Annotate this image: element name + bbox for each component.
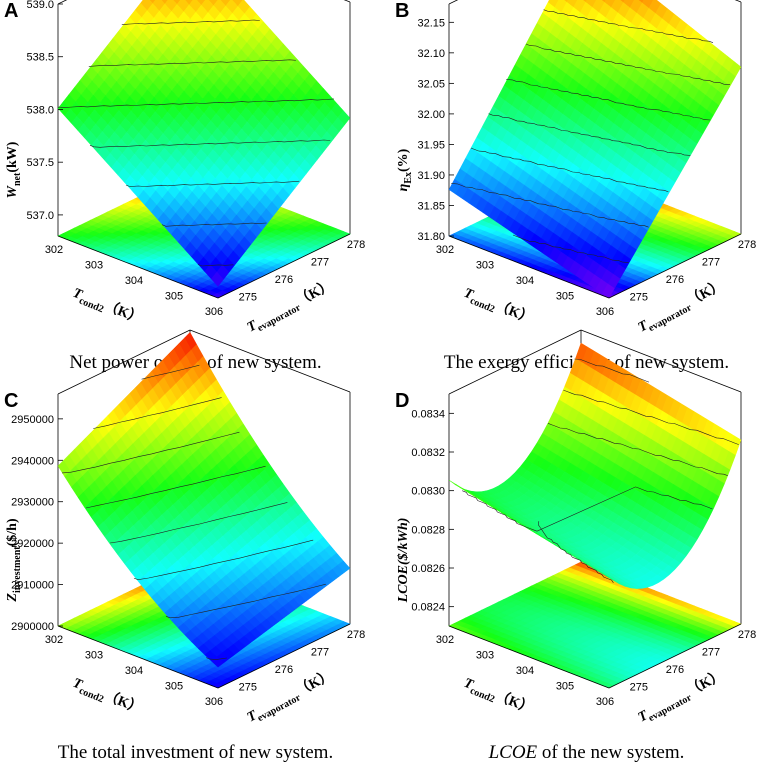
z-tick-label: 0.0832 [411,447,445,459]
z-tick-label: 31.90 [417,170,445,182]
x-tick-label: 306 [596,306,614,318]
x-tick-label: 303 [476,650,494,662]
z-tick-label: 538.5 [26,52,54,64]
y-tick-label: 276 [275,664,293,676]
x-tick-label: 304 [125,665,143,677]
z-tick-label: 2900000 [11,621,54,633]
x-tick-label: 306 [596,696,614,708]
x-tick-label: 306 [205,306,223,318]
y-tick-label: 277 [702,256,720,268]
z-tick-label: 539.0 [26,0,54,11]
y-tick-label: 276 [275,274,293,286]
surface-plot-c: 2950000294000029300002920000291000029000… [0,390,391,780]
y-tick-label: 276 [666,274,684,286]
z-tick-label: 2950000 [11,414,54,426]
z-axis-label: Zinvestment($/h) [5,518,23,603]
y-tick-label: 275 [239,681,257,693]
x-tick-label: 305 [556,681,574,693]
y-tick-label: 278 [738,629,756,641]
z-tick-label: 0.0834 [411,408,445,420]
surface-plot-d: 0.0834 0.0832 0.0830 0.0828 0.0826 0.0824 302 3… [391,390,782,780]
z-axis-label: LCOE($/kWh) [396,518,411,604]
y-axis-label: Tevaporator（K） [635,667,728,728]
x-axis-label: Tcond2（K） [460,285,535,330]
x-tick-label: 302 [45,244,63,256]
z-axis-label: Wnet(kW) [5,141,23,198]
y-tick-label: 278 [738,239,756,251]
y-tick-label: 278 [347,239,365,251]
floor-contour [449,562,741,688]
x-axis-label: Tcond2（K） [69,675,144,720]
z-tick-label: 32.10 [417,48,445,60]
panel-b: B 32.15 32.10 32.05 32.00 31.95 31.90 31.85 31.… [391,0,782,390]
x-tick-label: 304 [125,275,143,287]
y-tick-label: 275 [630,681,648,693]
z-tick-label: 2940000 [11,455,54,467]
x-tick-label: 303 [476,260,494,272]
y-tick-label: 277 [311,646,329,658]
z-tick-label: 0.0828 [411,524,445,536]
x-tick-label: 302 [436,244,454,256]
x-axis-label: Tcond2（K） [69,285,144,330]
panel-a: A 539.0 538.5 538.0 537.5 537.0 302 303 304 305 3… [0,0,391,390]
z-tick-label: 537.5 [26,157,54,169]
y-tick-label: 277 [311,256,329,268]
z-tick-label: 32.05 [417,78,445,90]
x-tick-label: 303 [85,650,103,662]
surface-plot-b: 32.15 32.10 32.05 32.00 31.95 31.90 31.85 31.80… [391,0,782,390]
panel-c: C 2950000 2940000 2930000 2920000 2910000 290… [0,390,391,780]
y-tick-label: 277 [702,646,720,658]
z-tick-label: 537.0 [26,210,54,222]
x-axis-label: Tcond2（K） [460,675,535,720]
z-tick-label: 32.00 [417,109,445,121]
y-tick-label: 276 [666,664,684,676]
z-tick-label: 0.0824 [411,602,445,614]
z-tick-label: 32.15 [417,17,445,29]
x-tick-label: 304 [516,275,534,287]
x-tick-label: 306 [205,696,223,708]
caption: LCOE of the new system. [391,742,782,764]
y-tick-label: 275 [630,291,648,303]
x-tick-label: 305 [556,291,574,303]
x-tick-label: 304 [516,665,534,677]
y-axis-label: Tevaporator（K） [244,667,337,728]
x-tick-label: 302 [45,634,63,646]
z-tick-label: 2930000 [11,497,54,509]
x-tick-label: 305 [165,681,183,693]
y-axis-label: Tevaporator（K） [635,277,728,338]
x-tick-label: 303 [85,260,103,272]
surface-plot-a: 539.0 538.5 538.0 537.5 537.0 302 303 304 305 306… [0,0,391,390]
x-tick-label: 302 [436,634,454,646]
z-axis-label: ηEx(%) [396,148,414,191]
y-tick-label: 275 [239,291,257,303]
z-tick-label: 31.95 [417,139,445,151]
caption: The total investment of new system. [0,742,391,764]
x-tick-label: 305 [165,291,183,303]
z-tick-label: 31.80 [417,231,445,243]
panel-d: D 0.0834 0.0832 0.0830 0.0828 0.0826 0.0824 30… [391,390,782,780]
z-tick-label: 31.85 [417,200,445,212]
y-tick-label: 278 [347,629,365,641]
z-tick-label: 538.0 [26,104,54,116]
y-axis-label: Tevaporator（K） [244,277,337,338]
z-tick-label: 0.0826 [411,563,445,575]
z-tick-label: 0.0830 [411,486,445,498]
